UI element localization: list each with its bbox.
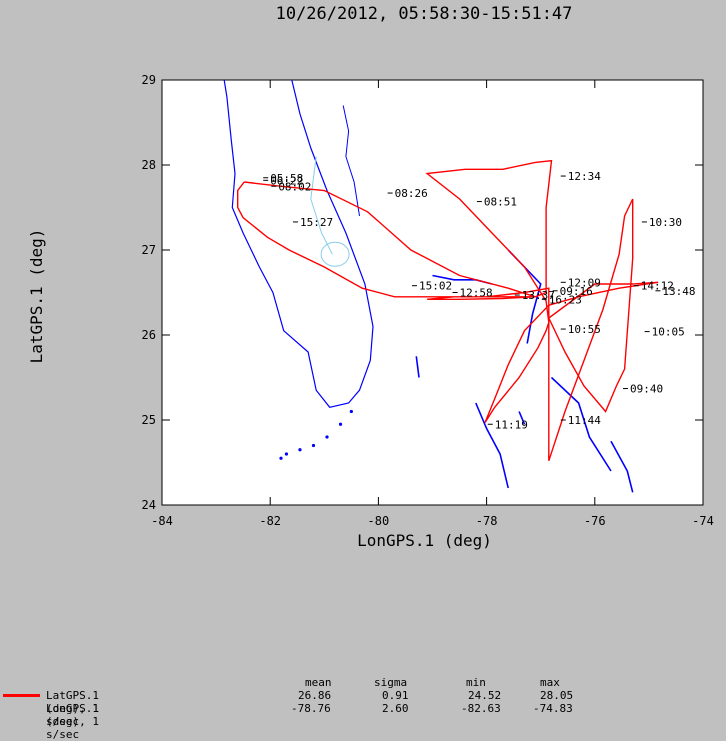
x-tick-label: -80 — [368, 514, 390, 528]
x-tick-label: -78 — [476, 514, 498, 528]
time-label: 11:44 — [568, 414, 601, 427]
y-tick-label: 25 — [142, 413, 156, 427]
time-label: 09:40 — [630, 383, 663, 396]
time-label: 08:26 — [395, 187, 428, 200]
time-label: 10:30 — [649, 216, 682, 229]
florida-key — [325, 435, 329, 439]
time-label: 12:34 — [568, 170, 601, 183]
time-label: 12:09 — [568, 276, 601, 289]
x-axis-label: LonGPS.1 (deg) — [357, 531, 492, 550]
stats-row-lon-label: LonGPS.1 (deg), 1 s/sec — [46, 702, 99, 741]
stats-header-sigma: sigma — [374, 676, 408, 689]
bahamas-island — [610, 440, 634, 493]
florida-key — [279, 456, 283, 460]
bahamas-island — [550, 376, 612, 472]
plot-content: 08:02 08:26 08:51 12:34 15:27 10:30 12:09 14:12… — [223, 80, 696, 493]
time-label: 14:12 — [641, 280, 674, 293]
time-label: 05:58 — [270, 172, 303, 185]
stats-row-lat-mean: 26.86 — [298, 689, 332, 702]
bahamas-island — [475, 402, 509, 489]
stats-header-min: min — [466, 676, 486, 689]
stats-header-mean: mean — [305, 676, 332, 689]
y-tick-label: 28 — [142, 158, 156, 172]
time-label: 15:02 — [419, 280, 452, 293]
stats-row-lat-sigma: 0.91 — [382, 689, 409, 702]
florida-key — [284, 452, 289, 456]
stats-row-lat-swatch — [3, 694, 40, 697]
y-tick-label: 24 — [142, 498, 156, 512]
x-tick-label: -82 — [259, 514, 281, 528]
time-label: 15:27 — [300, 216, 333, 229]
stats-row-lon-mean: -78.76 — [291, 702, 331, 715]
time-label: 06:22 — [270, 174, 303, 187]
stats-row-lon-sigma: 2.60 — [382, 702, 409, 715]
stats-row-lon-max: -74.83 — [533, 702, 573, 715]
florida-key — [311, 443, 316, 448]
x-tick-label: -76 — [584, 514, 606, 528]
bahamas-island — [415, 356, 420, 378]
y-tick-label: 29 — [142, 73, 156, 87]
stats-row-lon-min: -82.63 — [461, 702, 501, 715]
x-tick-label: -84 — [151, 514, 173, 528]
time-label: 08:02 — [278, 180, 311, 193]
stats-row-lat-min: 24.52 — [468, 689, 502, 702]
florida-key — [298, 448, 302, 452]
florida-key — [338, 422, 343, 426]
time-label: 10:55 — [568, 323, 601, 336]
flight-track-line — [237, 159, 659, 462]
chart-title: 10/26/2012, 05:58:30-15:51:47 — [276, 4, 573, 24]
x-tick-label: -74 — [692, 514, 714, 528]
barrier-island-coast — [342, 105, 360, 217]
bahamas-island — [518, 411, 526, 425]
stats-header-max: max — [540, 676, 560, 689]
y-tick-label: 27 — [142, 243, 156, 257]
lake-okeechobee — [320, 241, 350, 267]
time-label: 10:05 — [652, 326, 685, 339]
chart: 10/26/2012, 05:58:30-15:51:4708:0208:260… — [27, 4, 714, 550]
y-tick-label: 26 — [142, 328, 156, 342]
river-line — [310, 156, 333, 255]
time-label: 16:23 — [549, 293, 582, 306]
time-label: 09:16 — [560, 285, 593, 298]
plot-area — [161, 79, 704, 506]
florida-key — [349, 409, 353, 414]
time-label: 12:58 — [460, 287, 493, 300]
stats-row-lat-max: 28.05 — [540, 689, 574, 702]
time-label: 13:48 — [662, 285, 695, 298]
time-label: 11:19 — [495, 418, 528, 431]
florida-coastline — [223, 80, 374, 408]
y-axis-label: LatGPS.1 (deg) — [27, 229, 46, 364]
time-label: 08:51 — [484, 196, 517, 209]
